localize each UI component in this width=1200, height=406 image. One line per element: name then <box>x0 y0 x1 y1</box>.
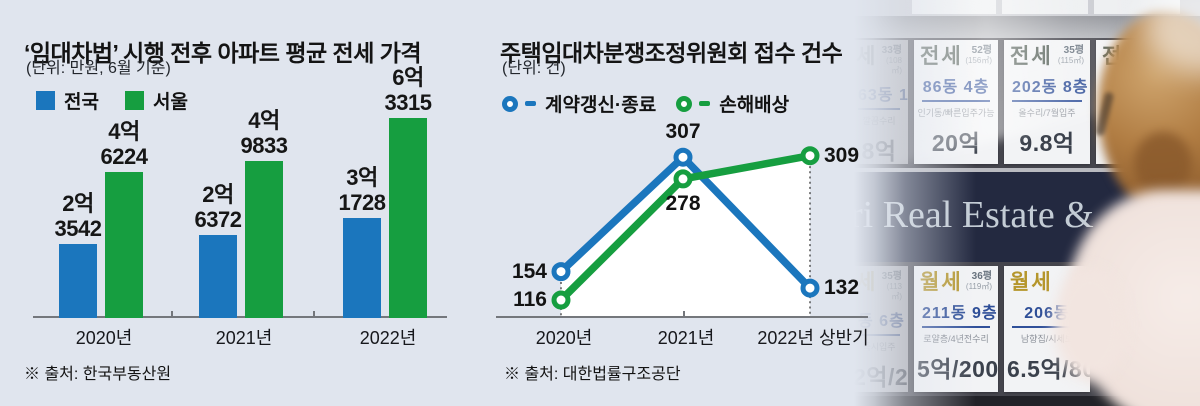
bar-value-label: 3억 1728 <box>338 165 386 215</box>
line-chart-x-axis <box>496 316 868 318</box>
bar-chart-bar <box>343 218 381 318</box>
legend-swatch <box>36 91 55 110</box>
bar-value-label: 4억 9833 <box>240 108 288 158</box>
bar-chart-bar <box>389 118 427 318</box>
bar-value-label: 2억 6372 <box>194 182 242 232</box>
axis-tick <box>683 311 685 318</box>
legend-label: 서울 <box>152 92 188 113</box>
legend-item: 손해배상 <box>676 90 789 117</box>
line-chart-source: ※ 출처: 대한법률구조공단 <box>504 366 681 383</box>
bar-chart-source: ※ 출처: 한국부동산원 <box>24 366 172 383</box>
x-axis-label: 2022년 <box>359 328 417 348</box>
bar-chart-title: ‘임대차법’ 시행 전후 아파트 평균 전세 가격 <box>24 40 422 67</box>
bar-value-label: 6억 3315 <box>384 65 432 115</box>
bar-chart-bar <box>105 172 143 318</box>
bottom-frame-bar <box>848 396 1200 406</box>
x-axis-label: 2021년 <box>215 328 273 348</box>
axis-tick <box>313 311 315 318</box>
card-area: 36평 (119㎡) <box>965 271 992 292</box>
line-chart-legend: 계약갱신·종료 손해배상 <box>502 90 789 117</box>
axis-tick <box>171 311 173 318</box>
legend-label: 손해배상 <box>719 95 790 116</box>
person-arm <box>1054 268 1126 380</box>
line-chart-title: 주택임대차분쟁조정위원회 접수 건수 <box>500 40 843 67</box>
photo-fade-overlay <box>848 0 978 406</box>
card-note: 남향집/시세보 <box>1020 334 1074 344</box>
point-value-label: 307 <box>665 120 701 144</box>
x-axis-label: 2020년 <box>535 328 593 348</box>
legend-marker-icon <box>676 95 693 112</box>
card-price: 9.8억 <box>1019 130 1075 156</box>
legend-item: 계약갱신·종료 <box>502 90 656 117</box>
line-chart-unit-label: (단위: 건) <box>502 60 566 77</box>
storefront-photo: 세33평(108㎡)63동 10층깔끔수리8억전세52평(156㎡)86동 4층… <box>848 0 1200 406</box>
listing-card-header: 월세 <box>1007 272 1087 294</box>
x-axis-label: 2020년 <box>75 328 133 348</box>
bar-chart-bar <box>245 161 283 318</box>
legend-marker-tail <box>699 101 711 106</box>
x-axis-label: 2021년 <box>657 328 715 348</box>
bar-chart-bar <box>59 244 97 318</box>
legend-marker-tail <box>525 101 536 106</box>
legend-label: 계약갱신·종료 <box>545 95 657 116</box>
legend-item: 전국 <box>36 87 99 114</box>
bar-chart-unit-label: (단위: 만원, 6월 기준) <box>26 60 171 77</box>
point-value-label: 154 <box>511 259 547 283</box>
card-type-label: 월세 <box>1010 271 1053 294</box>
legend-marker-icon <box>502 95 518 112</box>
bar-value-label: 2억 3542 <box>54 191 102 241</box>
legend-label: 전국 <box>64 92 99 113</box>
legend-swatch <box>124 91 144 110</box>
point-value-label: 278 <box>665 191 701 215</box>
bar-chart-legend: 전국 서울 <box>36 87 188 114</box>
point-value-label: 116 <box>513 288 547 312</box>
bar-value-label: 4억 6224 <box>100 119 148 169</box>
person-hair-bun <box>1134 132 1192 196</box>
legend-item: 서울 <box>124 87 188 114</box>
bar-chart-bar <box>199 235 237 318</box>
bar-chart-x-axis <box>33 316 447 318</box>
